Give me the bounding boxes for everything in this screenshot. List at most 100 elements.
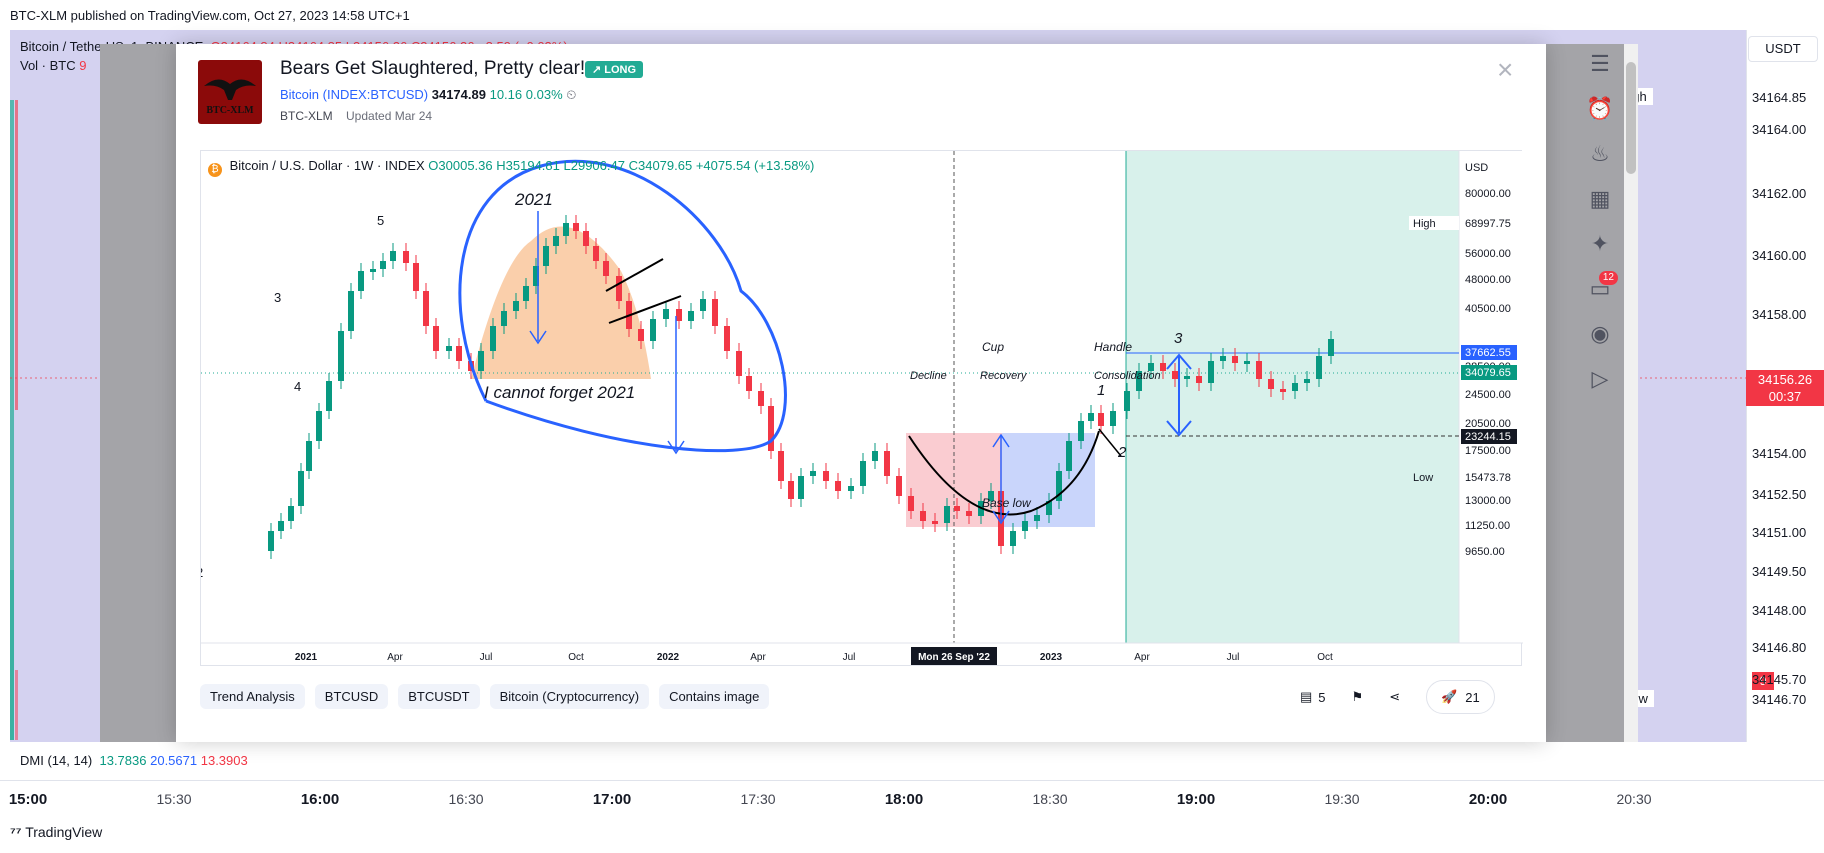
candle-body	[423, 291, 429, 326]
annotation-decline: Decline	[910, 370, 947, 382]
candle-body	[593, 246, 599, 261]
hotlist-fire-icon[interactable]: ♨	[1590, 141, 1610, 166]
symbol-name-link[interactable]: Bitcoin	[280, 87, 320, 102]
candle-body	[1056, 471, 1062, 501]
annotation-recovery: Recovery	[980, 370, 1028, 382]
volume-indicator[interactable]: Vol · BTC 9	[20, 58, 86, 73]
modal-scroll-thumb[interactable]	[1626, 62, 1636, 174]
flag-top-line	[605, 258, 664, 292]
candle-body	[603, 261, 609, 276]
inner-high-label: High	[1413, 218, 1436, 230]
close-icon[interactable]: ×	[1497, 54, 1514, 85]
inner-time-tick: Apr	[750, 652, 766, 663]
time-tick: 15:30	[156, 791, 192, 807]
report-button[interactable]: ⚑	[1352, 689, 1364, 705]
author-name[interactable]: BTC-XLM	[280, 109, 333, 123]
candle-body	[966, 511, 972, 516]
tradingview-footer[interactable]: ⁷⁷ TradingView	[10, 824, 102, 840]
candle-body	[1034, 515, 1040, 521]
symbol-change: 10.16	[489, 87, 523, 102]
wave-4-label: 4	[294, 379, 301, 394]
time-tick: 17:00	[592, 791, 632, 808]
inner-price-scale	[1461, 151, 1523, 643]
idea-chart-drawing: 2021 I cannot forget 2021 5 3 4 2 Decline Recov…	[201, 151, 1523, 665]
calendar-icon[interactable]: ▦	[1589, 186, 1611, 211]
tag-chip[interactable]: Bitcoin (Cryptocurrency)	[489, 684, 650, 709]
candle-body	[316, 411, 322, 441]
candle-body	[758, 391, 764, 406]
candle-body	[1022, 521, 1028, 531]
annotation-cup: Cup	[982, 340, 1004, 354]
flag-bottom-line	[608, 295, 682, 324]
candle-body	[724, 326, 730, 351]
inner-time-tick: 2023	[1040, 652, 1063, 663]
annotation-handle: Handle	[1094, 340, 1132, 354]
candle-body	[1244, 361, 1250, 364]
candle-body	[650, 319, 656, 341]
long-badge: ↗ LONG	[585, 61, 644, 78]
candle-body	[306, 441, 312, 471]
symbol-price: 34174.89	[431, 87, 486, 102]
inner-price-tick: 17500.00	[1465, 445, 1511, 457]
point-3-label: 3	[1174, 330, 1183, 347]
outer-price-tick: 34154.00	[1752, 446, 1807, 461]
candle-body	[712, 299, 718, 326]
inner-time-tick: Apr	[1134, 652, 1150, 663]
inner-time-tick: Jul	[843, 652, 856, 663]
recovery-arrowhead-up	[992, 433, 1010, 448]
time-tick: 18:00	[884, 791, 924, 808]
candle-body	[1066, 441, 1072, 471]
symbol-code-link[interactable]: (INDEX:BTCUSD)	[322, 87, 429, 102]
candle-body	[1124, 391, 1130, 411]
candle-body	[326, 381, 332, 411]
dmi-value-2: 20.5671	[150, 753, 198, 768]
outer-price-tick: 34145.70	[1752, 672, 1807, 687]
symbol-row: Bitcoin (INDEX:BTCUSD) 34174.89 10.16 0.…	[280, 87, 576, 103]
idea-tags: Trend Analysis BTCUSD BTCUSDT Bitcoin (Cryp…	[200, 684, 770, 709]
outer-time-axis[interactable]: 15:00 15:30 16:00 16:30 17:00 17:30 18:00 18:30…	[0, 780, 1824, 816]
comments-button[interactable]: ▤ 5	[1300, 689, 1326, 705]
streams-icon[interactable]: ◉	[1590, 321, 1610, 346]
tag-chip[interactable]: BTCUSD	[314, 684, 389, 709]
modal-overlay-left	[100, 44, 176, 742]
candle-body	[348, 291, 354, 331]
candle-body	[523, 286, 529, 301]
bitcoin-icon: ₿	[208, 163, 222, 177]
candle-body	[920, 511, 926, 521]
boost-button[interactable]: 🚀 21	[1426, 680, 1495, 714]
annotation-base-low: Base low	[982, 496, 1032, 510]
inner-low-value: 15473.78	[1465, 472, 1511, 484]
time-tick: 18:30	[1032, 791, 1068, 807]
inner-currency: USD	[1465, 162, 1488, 174]
candle-body	[1148, 363, 1154, 371]
share-button[interactable]: ⋖	[1389, 689, 1400, 705]
tag-chip[interactable]: Contains image	[659, 684, 770, 709]
dmi-indicator[interactable]: DMI (14, 14) 13.7836 20.5671 13.3903	[20, 753, 248, 768]
candle-body	[553, 236, 559, 246]
candle-body	[988, 491, 994, 501]
author-avatar[interactable]: BTC-XLM	[198, 60, 262, 124]
chat-badge: 12	[1598, 271, 1618, 285]
tag-chip[interactable]: Trend Analysis	[200, 684, 305, 709]
idea-actions: ▤ 5 ⚑ ⋖ 🚀 21	[1300, 680, 1495, 714]
inner-price-tick: 24500.00	[1465, 389, 1511, 401]
alert-clock-icon[interactable]: ⏲	[566, 87, 577, 102]
watchlist-icon[interactable]: ☰	[1590, 51, 1610, 76]
drop-arrowhead-2	[667, 440, 685, 455]
ideas-lightbulb-icon[interactable]: ✦	[1590, 231, 1610, 256]
modal-scrollbar[interactable]	[1624, 44, 1638, 742]
currency-selector[interactable]: USDT	[1748, 36, 1818, 62]
dmi-value-1: 13.7836	[99, 753, 147, 768]
candle-body	[456, 346, 462, 361]
outer-price-tick: 34151.00	[1752, 525, 1807, 540]
inner-price-tick: 40500.00	[1465, 303, 1511, 315]
broadcast-icon[interactable]: ▷	[1591, 366, 1609, 391]
tag-chip[interactable]: BTCUSDT	[398, 684, 480, 709]
chat-icon[interactable]: ▭ 12	[1586, 271, 1618, 303]
time-tick: 20:30	[1616, 791, 1652, 807]
candle-body	[810, 471, 816, 476]
vol-value: 9	[79, 58, 87, 73]
inner-price-tick: 20500.00	[1465, 418, 1511, 430]
wave-2-label: 2	[201, 565, 203, 580]
alarm-clock-icon[interactable]: ⏰	[1586, 96, 1614, 121]
